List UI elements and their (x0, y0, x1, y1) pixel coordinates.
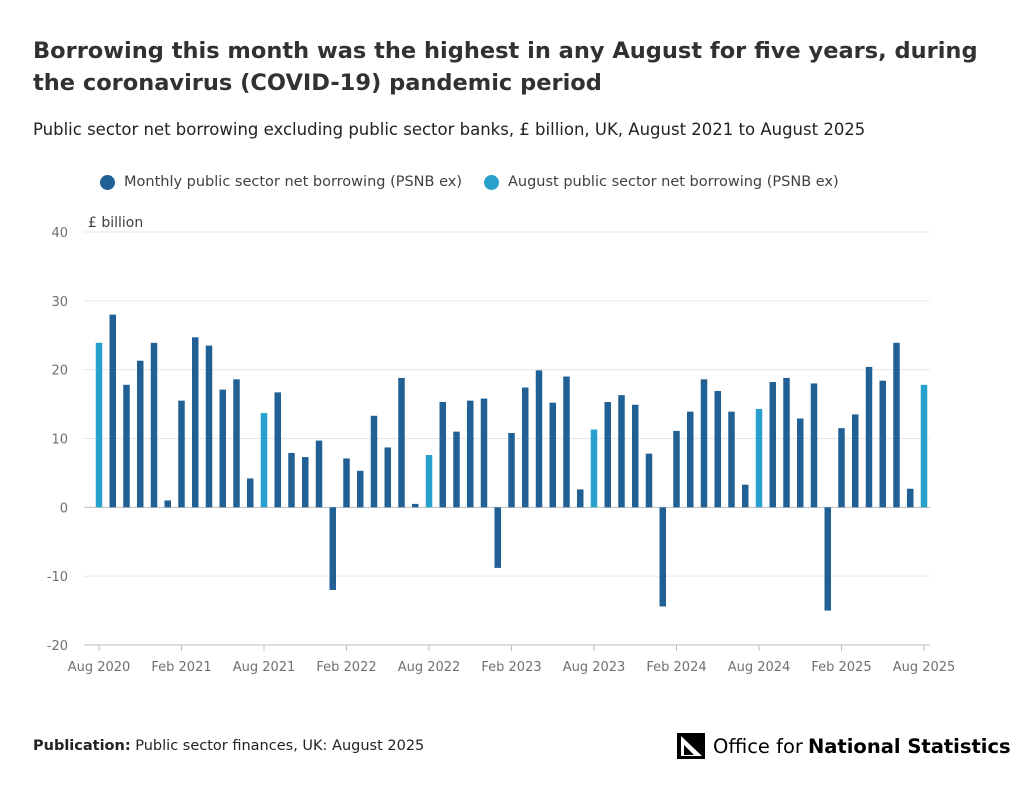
bar-monthly[interactable] (164, 500, 172, 508)
bar-monthly[interactable] (219, 389, 227, 508)
bar-monthly[interactable] (879, 380, 887, 508)
bar-monthly[interactable] (673, 430, 680, 508)
bar-monthly[interactable] (783, 377, 790, 508)
bar-monthly[interactable] (480, 398, 488, 508)
bar-august[interactable] (95, 342, 103, 508)
bar-monthly[interactable] (370, 415, 378, 508)
bar-monthly[interactable] (797, 418, 804, 508)
y-tick-label: 40 (51, 226, 68, 241)
ons-logo[interactable]: Office for National Statistics (677, 733, 1011, 759)
bar-monthly[interactable] (398, 377, 405, 508)
bar-monthly[interactable] (508, 432, 515, 508)
y-tick-label: 0 (60, 501, 68, 516)
publication-label: Publication: (33, 738, 131, 754)
bar-monthly[interactable] (522, 387, 529, 508)
legend-item-august[interactable]: August public sector net borrowing (PSNB… (483, 174, 839, 190)
x-tick-label: Aug 2021 (233, 660, 296, 675)
x-tick-label: Aug 2022 (398, 660, 461, 675)
bar-monthly[interactable] (838, 428, 845, 508)
chart-title: Borrowing this month was the highest in … (33, 38, 978, 96)
bar-monthly[interactable] (687, 411, 694, 508)
ons-logo-icon (677, 733, 705, 759)
bar-monthly[interactable] (728, 411, 735, 508)
x-tick-label: Feb 2025 (811, 660, 871, 675)
bar-monthly[interactable] (810, 383, 818, 508)
x-tick-label: Aug 2024 (728, 660, 791, 675)
bar-monthly[interactable] (233, 379, 240, 508)
bar-monthly[interactable] (865, 366, 873, 508)
bar-august[interactable] (755, 408, 763, 508)
bar-monthly[interactable] (769, 382, 777, 508)
bar-monthly[interactable] (439, 402, 447, 508)
bar-monthly[interactable] (192, 337, 199, 508)
bar-monthly[interactable] (907, 488, 914, 508)
bar-monthly[interactable] (893, 342, 900, 508)
bar-monthly[interactable] (302, 457, 309, 508)
bar-monthly[interactable] (247, 478, 254, 508)
bar-monthly[interactable] (123, 384, 130, 508)
bar-monthly[interactable] (549, 402, 557, 508)
bar-monthly[interactable] (467, 400, 474, 508)
legend-item-monthly[interactable]: Monthly public sector net borrowing (PSN… (100, 174, 462, 190)
legend-marker-august (483, 174, 499, 190)
bar-monthly[interactable] (714, 391, 722, 508)
publication-text: Public sector finances, UK: August 2025 (135, 738, 425, 754)
x-tick-label: Feb 2021 (151, 660, 211, 675)
x-tick-label: Feb 2023 (481, 660, 541, 675)
bar-monthly[interactable] (329, 507, 337, 590)
bar-august[interactable] (425, 455, 433, 508)
bar-monthly[interactable] (315, 440, 323, 508)
bar-monthly[interactable] (178, 400, 185, 508)
bar-monthly[interactable] (824, 507, 832, 611)
bar-monthly[interactable] (274, 392, 282, 508)
bar-august[interactable] (590, 429, 598, 508)
bar-monthly[interactable] (205, 345, 213, 508)
bar-chart: 40 30 20 10 0 -10 -20 £ billion Aug 2020 Feb 2021… (47, 215, 956, 675)
x-tick-label: Feb 2022 (316, 660, 376, 675)
legend-marker-monthly (100, 174, 115, 190)
bars (95, 314, 928, 611)
ons-logo-text-bold: National Statistics (807, 734, 1011, 758)
chart-legend: Monthly public sector net borrowing (PSN… (100, 174, 861, 190)
bar-monthly[interactable] (563, 376, 570, 508)
bar-monthly[interactable] (645, 453, 653, 508)
publication-note: Publication: Public sector finances, UK:… (33, 738, 424, 754)
x-tick-label: Aug 2023 (563, 660, 626, 675)
bar-monthly[interactable] (109, 314, 117, 508)
x-tick-label: Aug 2025 (893, 660, 956, 675)
bar-monthly[interactable] (150, 342, 158, 508)
bar-monthly[interactable] (632, 404, 639, 508)
bar-monthly[interactable] (604, 402, 612, 508)
bar-monthly[interactable] (453, 431, 460, 508)
bar-august[interactable] (260, 413, 268, 508)
bar-monthly[interactable] (659, 507, 667, 607)
bar-monthly[interactable] (288, 452, 295, 508)
y-tick-label: 10 (51, 433, 68, 448)
ons-logo-text-regular: Office for (713, 734, 803, 758)
bar-monthly[interactable] (343, 458, 350, 508)
axes: 40 30 20 10 0 -10 -20 £ billion Aug 2020 Feb 2021… (47, 215, 956, 675)
bar-monthly[interactable] (618, 395, 625, 508)
bar-monthly[interactable] (700, 379, 708, 508)
bar-august[interactable] (920, 384, 928, 508)
legend-label-monthly: Monthly public sector net borrowing (PSN… (124, 174, 462, 190)
bar-monthly[interactable] (494, 507, 502, 568)
legend-label-august: August public sector net borrowing (PSNB… (507, 174, 839, 190)
bar-monthly[interactable] (577, 489, 584, 508)
bar-monthly[interactable] (137, 360, 144, 508)
bar-monthly[interactable] (852, 414, 859, 508)
bar-monthly[interactable] (742, 484, 749, 508)
bar-monthly[interactable] (535, 370, 543, 508)
bar-monthly[interactable] (412, 503, 419, 508)
chart-subtitle: Public sector net borrowing excluding pu… (33, 120, 866, 139)
bar-monthly[interactable] (384, 447, 392, 508)
y-axis-label: £ billion (88, 215, 143, 231)
bar-monthly[interactable] (357, 470, 364, 508)
y-tick-label: -20 (47, 639, 68, 654)
x-tick-label: Aug 2020 (68, 660, 131, 675)
y-tick-label: 20 (51, 364, 68, 379)
y-tick-label: 30 (51, 295, 68, 310)
x-tick-label: Feb 2024 (646, 660, 706, 675)
y-tick-label: -10 (47, 570, 68, 585)
